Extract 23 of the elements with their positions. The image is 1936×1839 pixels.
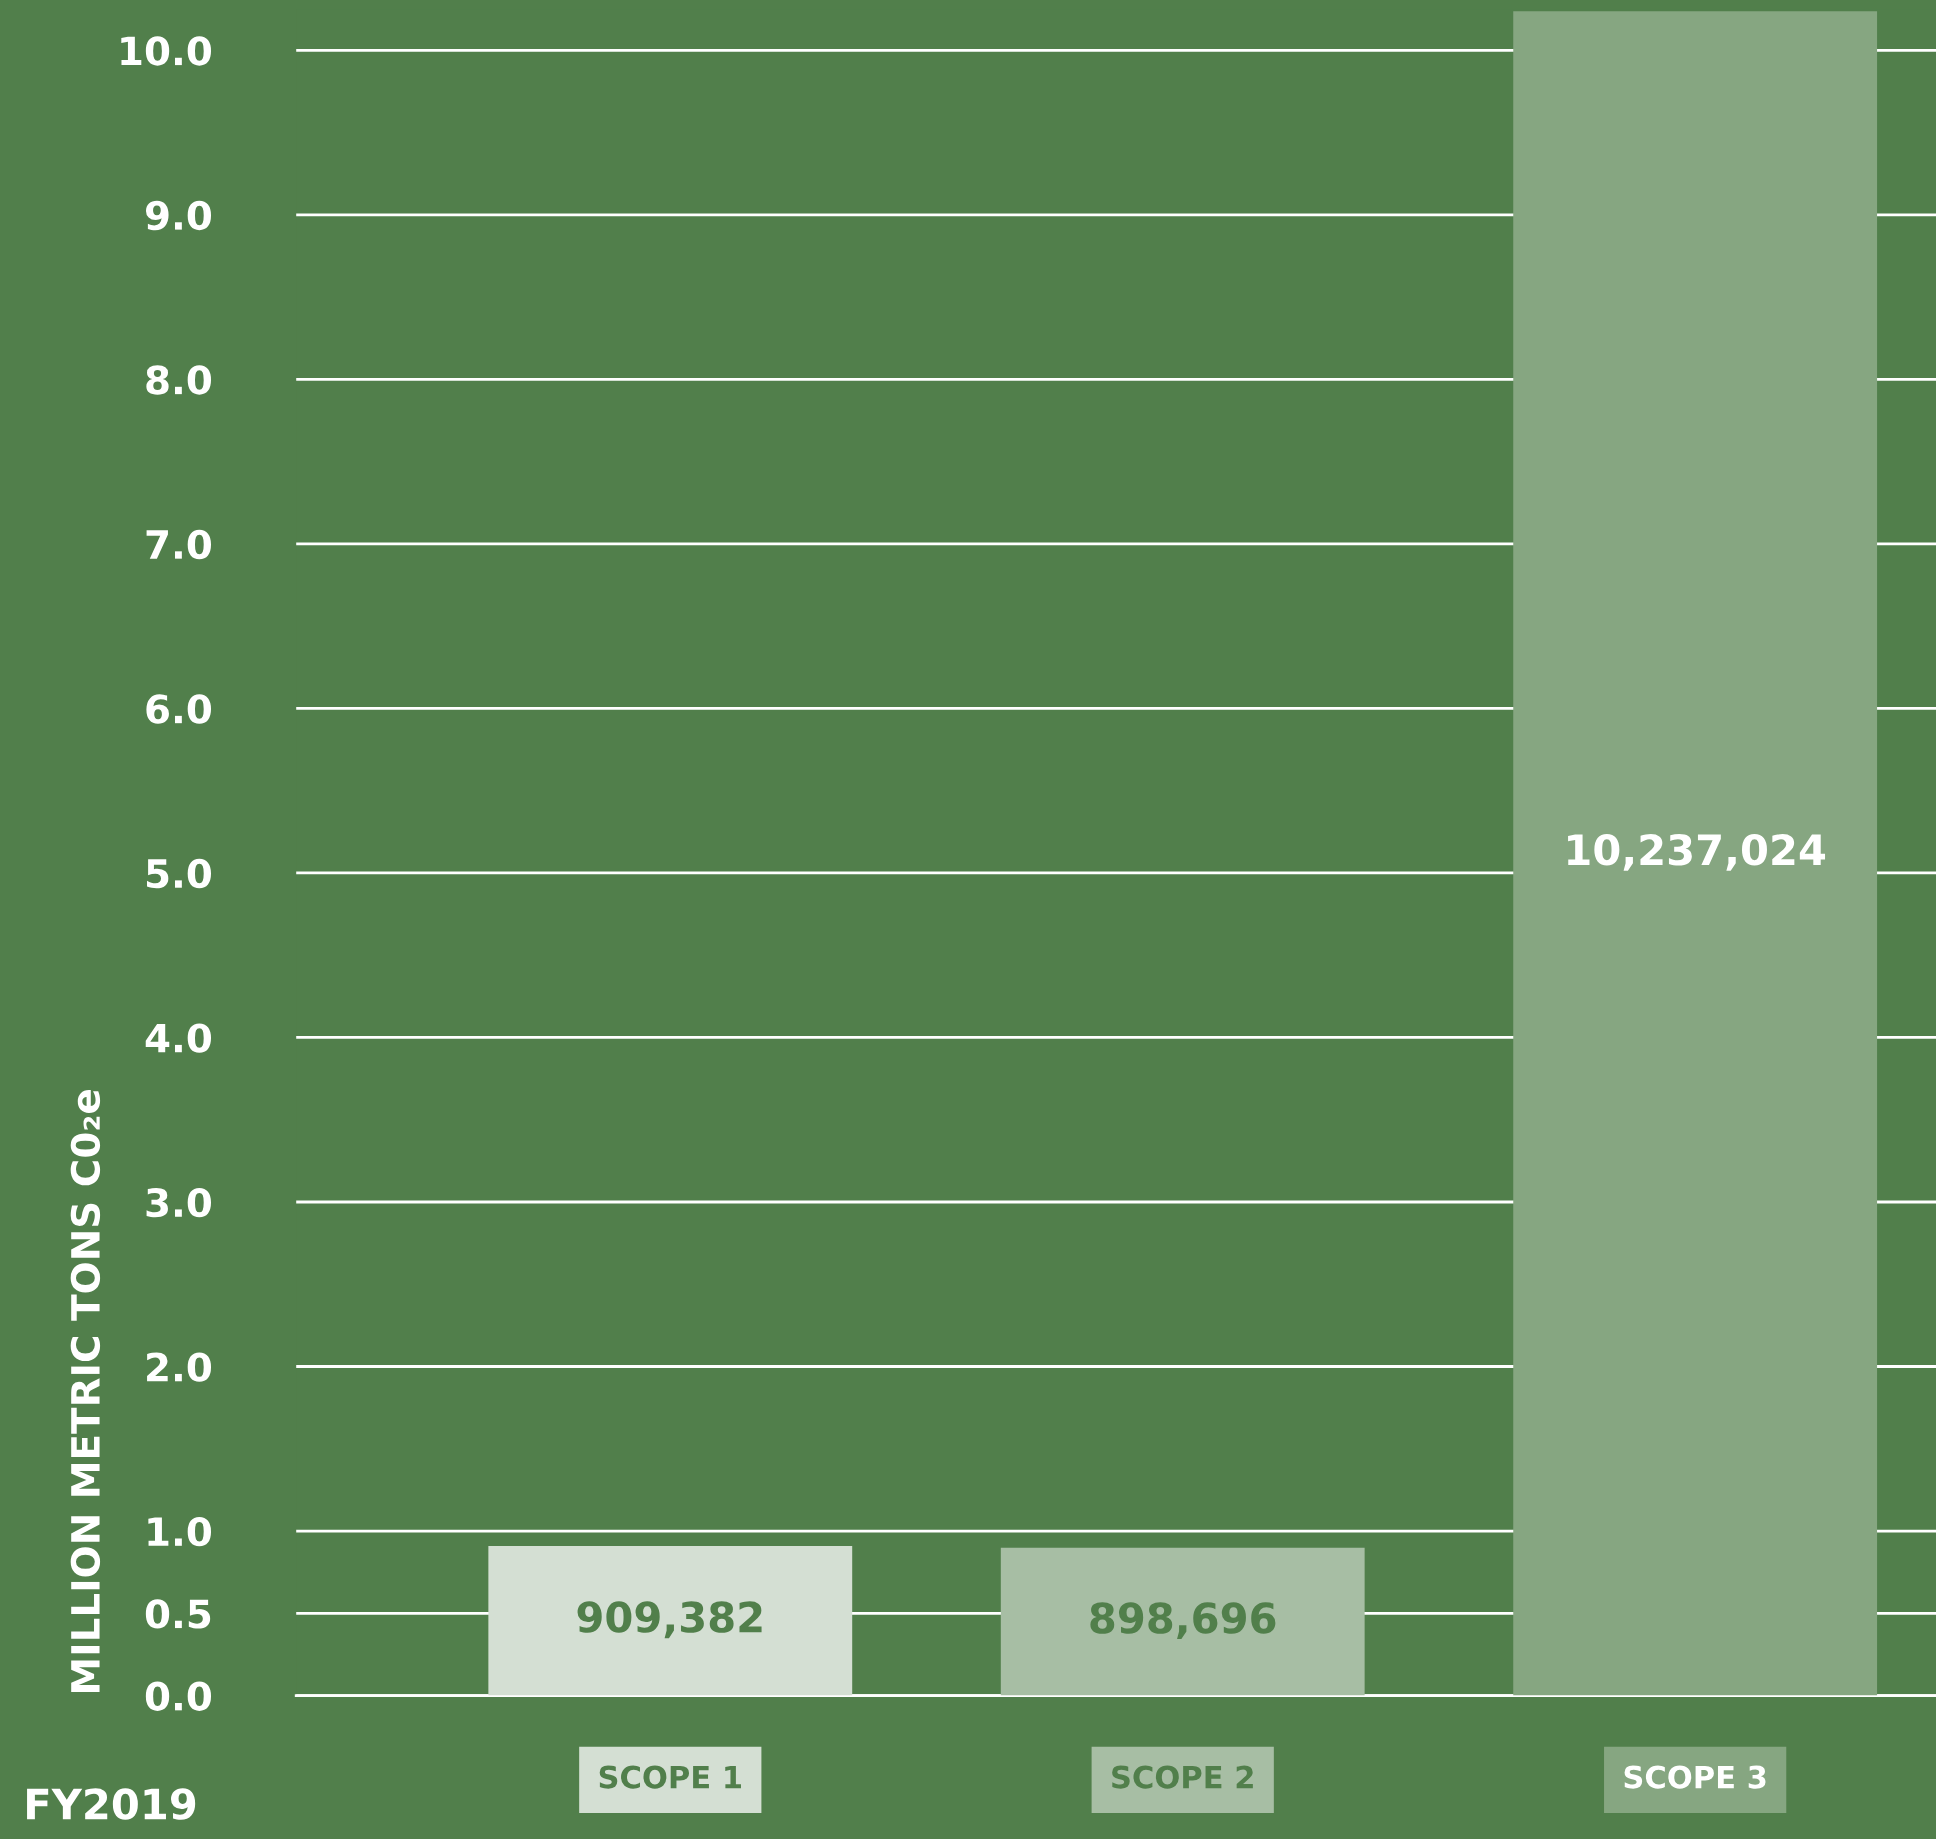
- x-tick-label: SCOPE 3: [1624, 1765, 1766, 1789]
- y-tick-label: 9.0: [146, 200, 212, 231]
- x-tick-label: SCOPE 1: [599, 1765, 741, 1789]
- bar: [488, 1545, 853, 1696]
- bar: [1513, 11, 1878, 1696]
- y-tick-label: 7.0: [146, 529, 212, 560]
- y-tick-label: 6.0: [146, 694, 212, 724]
- annotation: 10,237,024: [1568, 834, 1826, 871]
- annotation: 898,696: [1090, 1602, 1276, 1640]
- y-tick-label: 0.5: [145, 1599, 211, 1629]
- x-tick-label: SCOPE 2: [1112, 1765, 1253, 1789]
- y-tick-label: 4.0: [145, 1023, 212, 1053]
- y-tick-label: 8.0: [146, 365, 212, 395]
- y-axis-title: MILLION METRIC TONS C0₂e: [70, 1090, 101, 1692]
- y-tick-label: 3.0: [146, 1187, 212, 1218]
- text: FY2019: [27, 1788, 196, 1820]
- annotation: 909,382: [577, 1601, 762, 1639]
- y-tick-label: 2.0: [147, 1352, 212, 1382]
- bar: [1000, 1547, 1365, 1696]
- y-tick-label: 1.0: [148, 1516, 212, 1547]
- y-tick-label: 10.0: [121, 36, 212, 66]
- y-tick-label: 5.0: [146, 858, 212, 889]
- y-tick-label: 0.0: [145, 1681, 212, 1711]
